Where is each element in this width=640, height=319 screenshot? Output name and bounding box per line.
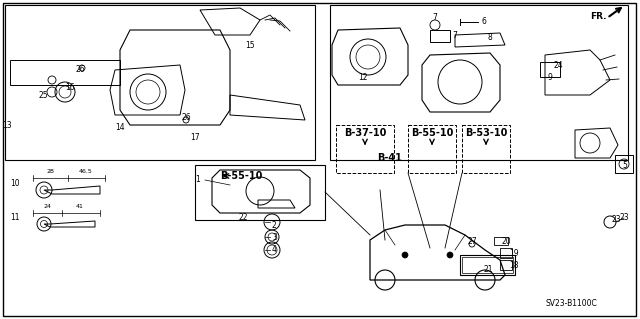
Text: 23: 23 bbox=[611, 216, 621, 225]
Bar bbox=[330, 5, 628, 160]
Text: 2: 2 bbox=[272, 220, 276, 229]
Text: 28: 28 bbox=[46, 169, 54, 174]
Text: 18: 18 bbox=[509, 261, 518, 270]
Text: 4: 4 bbox=[272, 244, 277, 254]
Text: 16: 16 bbox=[65, 84, 75, 93]
Text: 19: 19 bbox=[509, 249, 518, 257]
Bar bbox=[462, 257, 513, 273]
Text: 7: 7 bbox=[432, 13, 437, 23]
Text: 23: 23 bbox=[620, 213, 630, 222]
Text: 13: 13 bbox=[3, 121, 12, 130]
Text: 7: 7 bbox=[452, 31, 457, 40]
Text: 6: 6 bbox=[482, 18, 487, 26]
Text: B-55-10: B-55-10 bbox=[220, 171, 262, 181]
Text: 5: 5 bbox=[622, 160, 627, 169]
Bar bbox=[408, 125, 456, 173]
Text: 8: 8 bbox=[488, 33, 493, 42]
Text: 21: 21 bbox=[483, 265, 493, 275]
Text: 1: 1 bbox=[195, 175, 200, 184]
Text: 41: 41 bbox=[76, 204, 84, 209]
Bar bbox=[500, 260, 512, 270]
Text: 22: 22 bbox=[239, 213, 248, 222]
Text: 25: 25 bbox=[38, 91, 48, 100]
Circle shape bbox=[402, 252, 408, 258]
Text: 26: 26 bbox=[182, 114, 191, 122]
Text: B-53-10: B-53-10 bbox=[465, 128, 507, 138]
Text: FR.: FR. bbox=[590, 12, 607, 21]
Bar bbox=[195, 165, 325, 220]
Bar bbox=[336, 125, 394, 173]
Text: 10: 10 bbox=[10, 179, 20, 188]
Text: 3: 3 bbox=[272, 233, 277, 241]
Circle shape bbox=[447, 252, 453, 258]
Text: 15: 15 bbox=[245, 41, 255, 49]
Bar bbox=[494, 237, 508, 245]
Text: 17: 17 bbox=[190, 133, 200, 143]
Bar bbox=[5, 5, 315, 160]
Text: B-55-10: B-55-10 bbox=[411, 128, 453, 138]
Text: 20: 20 bbox=[502, 238, 511, 247]
Text: 14: 14 bbox=[115, 123, 125, 132]
Bar bbox=[462, 125, 510, 173]
Text: 12: 12 bbox=[358, 73, 367, 83]
Bar bbox=[500, 248, 512, 258]
Bar bbox=[540, 62, 560, 77]
Text: 27: 27 bbox=[468, 236, 477, 246]
Text: 46.5: 46.5 bbox=[79, 169, 93, 174]
Text: 26: 26 bbox=[75, 65, 84, 75]
Bar bbox=[615, 155, 633, 173]
Text: B-37-10: B-37-10 bbox=[344, 128, 386, 138]
Text: B-41: B-41 bbox=[378, 153, 403, 163]
Text: 11: 11 bbox=[10, 213, 20, 222]
Text: 24: 24 bbox=[553, 61, 563, 70]
Text: 24: 24 bbox=[43, 204, 51, 209]
Text: 9: 9 bbox=[547, 73, 552, 83]
Bar bbox=[430, 30, 450, 42]
Bar bbox=[460, 255, 515, 275]
Text: SV23-B1100C: SV23-B1100C bbox=[545, 299, 596, 308]
